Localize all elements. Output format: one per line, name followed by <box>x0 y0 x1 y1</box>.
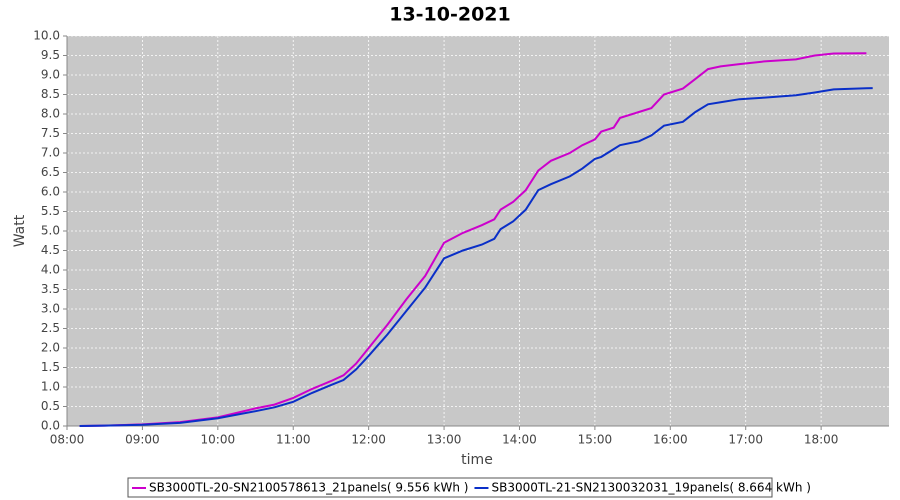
y-axis-label: Watt <box>12 214 28 247</box>
y-tick-label: 8.0 <box>41 107 60 121</box>
y-tick-label: 8.5 <box>41 87 60 101</box>
y-tick-label: 5.0 <box>41 224 60 238</box>
x-tick-label: 11:00 <box>276 433 311 447</box>
x-tick-label: 14:00 <box>502 433 537 447</box>
y-tick-label: 6.5 <box>41 165 60 179</box>
x-tick-label: 10:00 <box>201 433 236 447</box>
x-axis-label: time <box>461 452 493 468</box>
y-tick-label: 4.5 <box>41 243 60 257</box>
x-tick-label: 17:00 <box>728 433 763 447</box>
x-tick-label: 12:00 <box>351 433 386 447</box>
series-line <box>79 87 873 427</box>
series-line <box>79 52 867 427</box>
y-tick-label: 10.0 <box>33 29 60 43</box>
y-tick-label: 2.5 <box>41 321 60 335</box>
plot-area <box>67 36 889 426</box>
legend <box>127 477 773 498</box>
x-tick-label: 16:00 <box>653 433 688 447</box>
y-tick-label: 0.0 <box>41 419 60 433</box>
y-tick-label: 3.5 <box>41 282 60 296</box>
chart-title: 13-10-2021 <box>389 4 511 26</box>
x-tick-label: 15:00 <box>578 433 613 447</box>
y-tick-label: 3.0 <box>41 302 60 316</box>
y-tick-label: 2.0 <box>41 341 60 355</box>
legend-label: SB3000TL-20-SN2100578613_21panels( 9.556… <box>149 481 468 495</box>
y-tick-label: 1.0 <box>41 380 60 394</box>
x-tick-label: 13:00 <box>427 433 462 447</box>
y-tick-label: 9.0 <box>41 68 60 82</box>
y-tick-label: 0.5 <box>41 399 60 413</box>
y-tick-label: 7.5 <box>41 126 60 140</box>
y-tick-label: 6.0 <box>41 185 60 199</box>
legend-label: SB3000TL-21-SN2130032031_19panels( 8.664… <box>491 481 810 495</box>
x-tick-label: 18:00 <box>804 433 839 447</box>
x-tick-label: 08:00 <box>50 433 85 447</box>
x-tick-label: 09:00 <box>125 433 160 447</box>
y-tick-label: 5.5 <box>41 204 60 218</box>
y-tick-label: 4.0 <box>41 263 60 277</box>
y-tick-label: 9.5 <box>41 48 60 62</box>
y-tick-label: 7.0 <box>41 146 60 160</box>
y-tick-label: 1.5 <box>41 360 60 374</box>
